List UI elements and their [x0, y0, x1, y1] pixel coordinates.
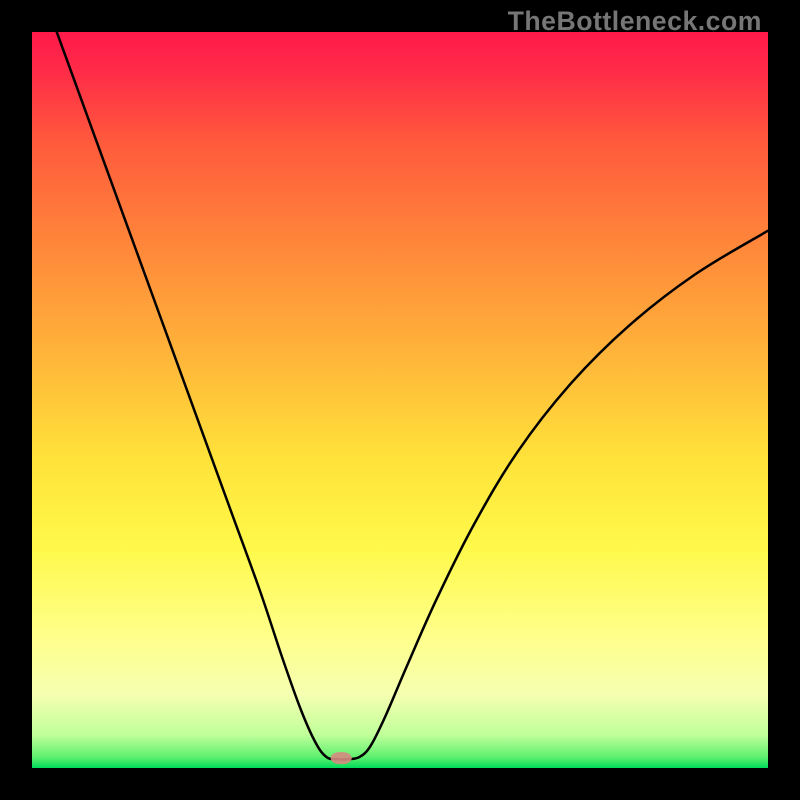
optimum-marker: [331, 753, 352, 765]
watermark-text: TheBottleneck.com: [508, 6, 762, 37]
plot-background: [32, 32, 768, 768]
chart-frame: TheBottleneck.com: [0, 0, 800, 800]
plot-area: [32, 32, 768, 768]
